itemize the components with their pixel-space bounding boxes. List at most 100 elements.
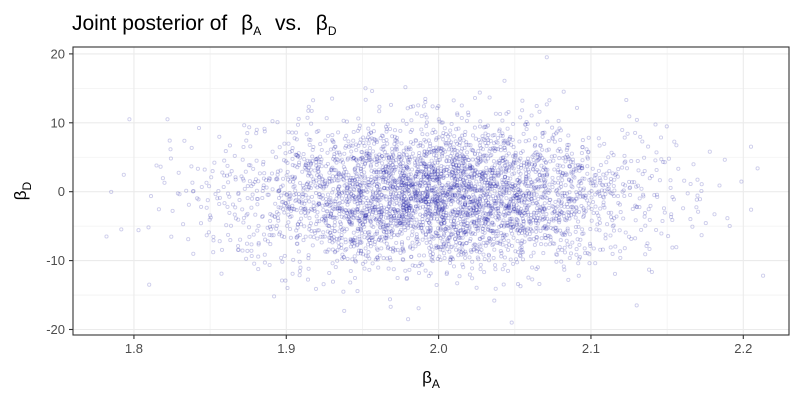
data-point bbox=[514, 192, 519, 197]
data-point bbox=[367, 151, 372, 156]
data-point bbox=[435, 106, 440, 111]
data-point bbox=[305, 167, 310, 172]
data-point bbox=[457, 191, 462, 196]
data-point bbox=[525, 226, 530, 231]
data-point bbox=[241, 220, 246, 225]
data-point bbox=[372, 204, 377, 210]
data-point bbox=[502, 157, 507, 163]
data-point bbox=[622, 135, 627, 140]
data-point bbox=[351, 155, 357, 161]
data-point bbox=[477, 242, 482, 247]
data-point bbox=[506, 205, 511, 210]
data-point bbox=[382, 226, 387, 232]
data-point bbox=[385, 181, 390, 186]
data-point bbox=[541, 167, 546, 172]
data-point bbox=[483, 219, 488, 224]
data-point bbox=[507, 190, 512, 196]
data-point bbox=[549, 217, 554, 222]
data-point bbox=[315, 236, 320, 241]
data-point bbox=[363, 161, 368, 166]
data-point bbox=[347, 219, 352, 224]
data-point bbox=[611, 223, 616, 228]
data-point bbox=[255, 202, 260, 207]
data-point bbox=[379, 212, 384, 217]
data-point bbox=[373, 217, 378, 222]
data-point bbox=[473, 188, 478, 193]
data-point bbox=[403, 85, 408, 90]
data-point bbox=[416, 222, 421, 227]
data-point bbox=[448, 245, 454, 250]
data-point bbox=[424, 115, 429, 120]
data-point bbox=[550, 204, 555, 209]
data-point bbox=[320, 177, 325, 182]
data-point bbox=[508, 197, 513, 202]
data-point bbox=[336, 205, 341, 211]
data-point bbox=[634, 184, 639, 189]
data-point bbox=[374, 179, 379, 184]
data-point bbox=[408, 129, 413, 135]
data-point bbox=[436, 205, 441, 210]
data-point bbox=[486, 201, 491, 206]
data-point bbox=[367, 267, 372, 272]
data-point bbox=[576, 261, 581, 266]
data-point bbox=[493, 173, 498, 178]
data-point bbox=[227, 210, 232, 215]
data-point bbox=[442, 200, 447, 205]
data-point bbox=[454, 183, 460, 188]
data-point bbox=[306, 256, 311, 261]
data-point bbox=[497, 190, 502, 195]
data-point bbox=[377, 104, 382, 109]
data-point bbox=[409, 182, 414, 187]
data-point bbox=[471, 192, 476, 197]
data-point bbox=[491, 222, 496, 227]
data-point bbox=[387, 181, 392, 186]
data-point bbox=[400, 213, 406, 218]
data-point bbox=[418, 180, 423, 185]
data-point bbox=[537, 218, 542, 223]
data-point bbox=[420, 228, 425, 233]
data-point bbox=[523, 191, 528, 196]
data-point bbox=[577, 209, 582, 215]
data-point bbox=[534, 206, 539, 211]
data-point bbox=[413, 174, 418, 179]
data-point bbox=[497, 198, 502, 203]
data-point bbox=[505, 141, 510, 146]
data-point bbox=[398, 220, 404, 226]
data-point bbox=[567, 197, 572, 202]
data-point bbox=[410, 151, 415, 156]
data-point bbox=[475, 228, 480, 233]
data-point bbox=[352, 275, 358, 281]
data-point bbox=[498, 148, 503, 153]
data-point bbox=[401, 202, 406, 207]
data-point bbox=[350, 178, 355, 183]
data-point bbox=[332, 228, 337, 234]
data-point bbox=[578, 191, 583, 196]
data-point bbox=[603, 236, 608, 241]
data-point bbox=[480, 226, 485, 231]
data-point bbox=[486, 141, 491, 146]
data-point bbox=[431, 236, 436, 241]
data-point bbox=[394, 223, 399, 228]
data-point bbox=[639, 227, 644, 232]
data-point bbox=[296, 198, 302, 204]
data-point bbox=[392, 182, 397, 187]
data-point bbox=[369, 195, 374, 200]
data-point bbox=[608, 176, 613, 181]
data-point bbox=[556, 215, 561, 220]
data-point bbox=[572, 198, 577, 203]
data-point bbox=[654, 227, 659, 233]
data-point bbox=[570, 204, 575, 209]
data-point bbox=[361, 164, 366, 169]
data-point bbox=[397, 214, 402, 219]
data-point bbox=[285, 206, 290, 211]
data-point bbox=[372, 176, 377, 181]
data-point bbox=[461, 241, 466, 246]
data-point bbox=[432, 169, 437, 174]
data-point bbox=[502, 140, 507, 145]
data-point bbox=[434, 200, 439, 205]
data-point bbox=[490, 220, 495, 225]
data-point bbox=[291, 184, 296, 189]
data-point bbox=[319, 217, 325, 222]
data-point bbox=[534, 229, 539, 234]
data-point bbox=[357, 123, 362, 128]
